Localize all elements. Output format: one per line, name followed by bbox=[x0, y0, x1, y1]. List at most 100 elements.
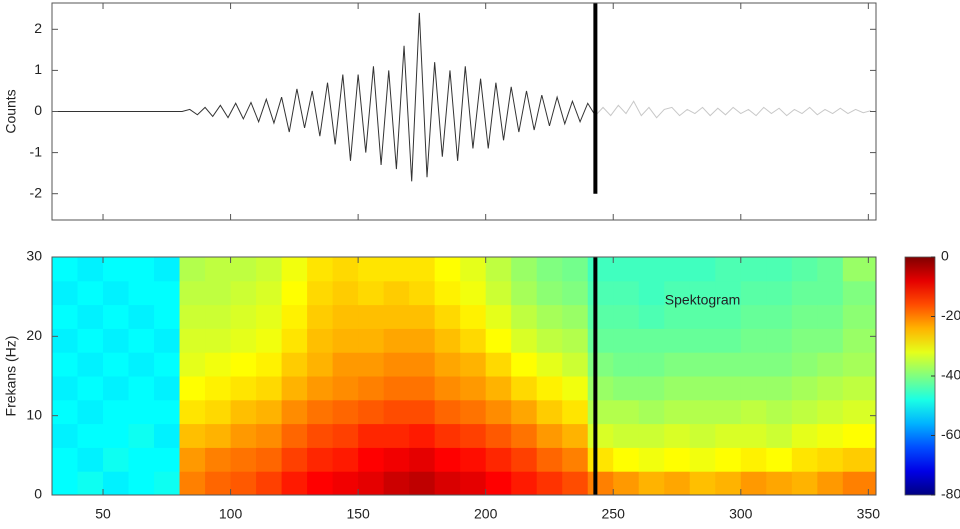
heat-cell bbox=[52, 376, 79, 401]
heat-cell bbox=[256, 376, 283, 401]
heat-cell bbox=[103, 471, 130, 496]
heat-cell bbox=[536, 352, 563, 377]
heat-cell bbox=[434, 280, 461, 306]
heat-cell bbox=[52, 352, 79, 377]
heat-cell bbox=[383, 328, 410, 353]
heat-cell bbox=[536, 280, 563, 306]
heat-cell bbox=[256, 257, 283, 282]
heat-cell bbox=[179, 328, 206, 353]
heat-cell bbox=[409, 328, 436, 353]
heat-cell bbox=[205, 376, 232, 401]
heat-cell bbox=[77, 376, 104, 401]
heat-cell bbox=[77, 304, 104, 329]
heat-cell bbox=[587, 376, 614, 401]
waveform bbox=[52, 12, 596, 182]
heat-cell bbox=[358, 304, 385, 329]
heat-cell bbox=[77, 399, 104, 425]
heat-cell bbox=[740, 423, 767, 448]
heat-cell bbox=[613, 328, 640, 353]
heat-cell bbox=[103, 447, 130, 472]
heat-cell bbox=[664, 280, 691, 306]
heat-cell bbox=[179, 352, 206, 377]
heat-cell bbox=[256, 423, 283, 448]
heat-cell bbox=[689, 328, 716, 353]
heat-cell bbox=[179, 376, 206, 401]
heat-cell bbox=[638, 352, 665, 377]
heat-cell bbox=[562, 328, 589, 353]
heat-cell bbox=[332, 376, 359, 401]
heat-cell bbox=[791, 328, 818, 353]
heat-cell bbox=[587, 328, 614, 353]
heat-cell bbox=[817, 399, 844, 425]
heat-cell bbox=[842, 280, 877, 306]
heat-cell bbox=[434, 447, 461, 472]
heat-cell bbox=[434, 257, 461, 282]
heat-cell bbox=[842, 447, 877, 472]
heat-cell bbox=[256, 280, 283, 306]
heat-cell bbox=[511, 328, 538, 353]
heat-cell bbox=[409, 280, 436, 306]
heat-cell bbox=[179, 304, 206, 329]
heat-cell bbox=[536, 399, 563, 425]
heat-cell bbox=[281, 376, 308, 401]
colorbar-tick-label: -40 bbox=[941, 367, 960, 383]
heat-cell bbox=[664, 352, 691, 377]
heat-cell bbox=[230, 304, 257, 329]
heat-cell bbox=[715, 399, 742, 425]
heat-cell bbox=[307, 376, 334, 401]
heat-cell bbox=[205, 304, 232, 329]
heat-cell bbox=[128, 304, 155, 329]
heat-cell bbox=[77, 471, 104, 496]
y-axis-label: Counts bbox=[3, 89, 19, 133]
heat-cell bbox=[281, 471, 308, 496]
heat-cell bbox=[740, 352, 767, 377]
heat-cell bbox=[536, 376, 563, 401]
x-tick-label: 50 bbox=[95, 506, 111, 522]
heat-cell bbox=[256, 352, 283, 377]
heat-cell bbox=[281, 280, 308, 306]
heat-cell bbox=[256, 328, 283, 353]
heat-cell bbox=[715, 328, 742, 353]
heat-cell bbox=[205, 280, 232, 306]
heat-cell bbox=[383, 352, 410, 377]
heat-cell bbox=[766, 257, 793, 282]
heat-cell bbox=[791, 423, 818, 448]
heat-cell bbox=[52, 447, 79, 472]
x-tick-label: 100 bbox=[219, 506, 243, 522]
heat-cell bbox=[511, 280, 538, 306]
heat-cell bbox=[154, 352, 181, 377]
heat-cell bbox=[740, 304, 767, 329]
plot-area bbox=[52, 257, 877, 496]
heat-cell bbox=[434, 423, 461, 448]
plot-area bbox=[52, 3, 872, 194]
heat-cell bbox=[383, 304, 410, 329]
heat-cell bbox=[434, 471, 461, 496]
heat-cell bbox=[230, 471, 257, 496]
heat-cell bbox=[562, 304, 589, 329]
heat-cell bbox=[842, 399, 877, 425]
heat-cell bbox=[103, 304, 130, 329]
heat-cell bbox=[613, 280, 640, 306]
colorbar-tick-label: -60 bbox=[941, 426, 960, 442]
annotation: Spektogram bbox=[665, 291, 740, 307]
heat-cell bbox=[307, 257, 334, 282]
heat-cell bbox=[536, 304, 563, 329]
heat-cell bbox=[358, 423, 385, 448]
heat-cell bbox=[485, 328, 512, 353]
heat-cell bbox=[307, 280, 334, 306]
heat-cell bbox=[562, 447, 589, 472]
heat-cell bbox=[358, 352, 385, 377]
heat-cell bbox=[536, 257, 563, 282]
heat-cell bbox=[205, 471, 232, 496]
heat-cell bbox=[358, 376, 385, 401]
heat-cell bbox=[613, 399, 640, 425]
heat-cell bbox=[766, 376, 793, 401]
heat-cell bbox=[842, 376, 877, 401]
heat-cell bbox=[460, 280, 487, 306]
heat-cell bbox=[332, 257, 359, 282]
heat-cell bbox=[179, 280, 206, 306]
heat-cell bbox=[536, 423, 563, 448]
heat-cell bbox=[281, 447, 308, 472]
heat-cell bbox=[103, 257, 130, 282]
